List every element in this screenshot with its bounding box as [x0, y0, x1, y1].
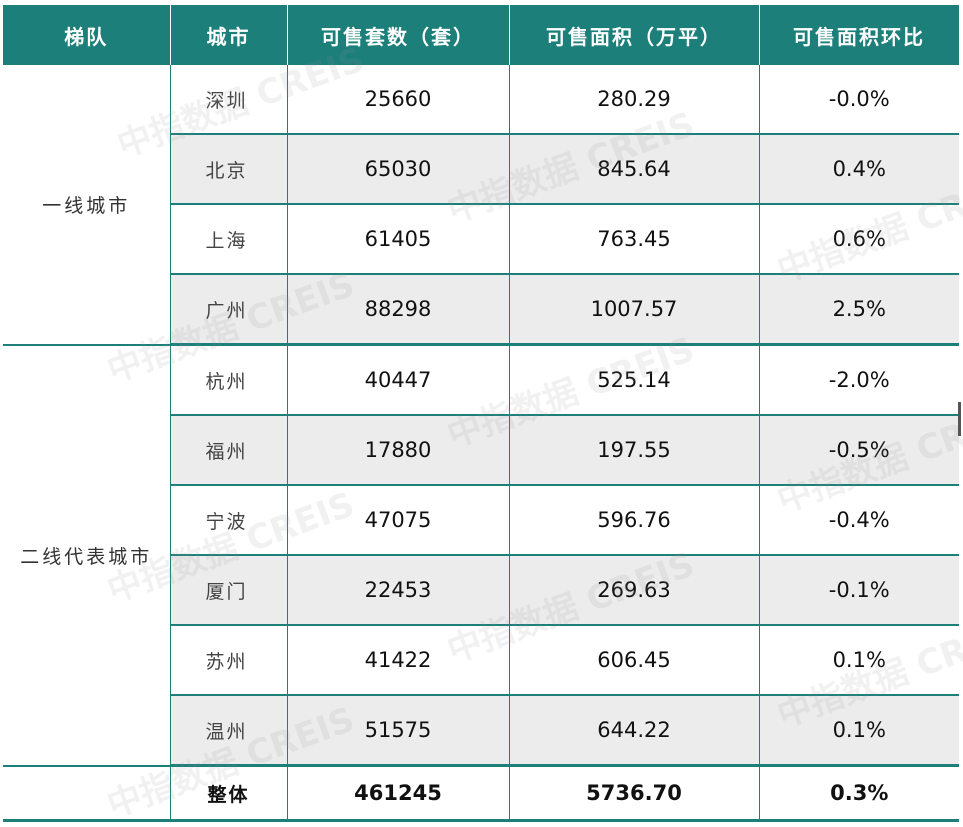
- table-row: 厦门 22453 269.63 -0.1%: [3, 555, 959, 626]
- inventory-table: 梯队 城市 可售套数（套） 可售面积（万平） 可售面积环比 一线城市 深圳 25…: [3, 5, 960, 822]
- total-area: 5736.70: [509, 765, 760, 822]
- area-cell: 644.22: [509, 695, 760, 767]
- area-cell: 596.76: [509, 485, 760, 556]
- units-cell: 22453: [287, 555, 510, 626]
- city-cell: 上海: [170, 204, 288, 275]
- city-cell: 北京: [170, 134, 288, 205]
- area-cell: 280.29: [509, 65, 760, 135]
- units-cell: 41422: [287, 625, 510, 696]
- mom-cell: 0.1%: [759, 625, 959, 696]
- header-mom: 可售面积环比: [758, 5, 960, 65]
- units-cell: 61405: [287, 204, 510, 275]
- mom-cell: 0.4%: [759, 134, 959, 205]
- mom-cell: -2.0%: [759, 344, 959, 416]
- mom-cell: -0.5%: [759, 415, 959, 486]
- city-cell: 苏州: [170, 625, 288, 696]
- area-cell: 606.45: [509, 625, 760, 696]
- total-tier-empty: [3, 765, 171, 822]
- area-cell: 269.63: [509, 555, 760, 626]
- units-cell: 51575: [287, 695, 510, 767]
- mom-cell: -0.4%: [759, 485, 959, 556]
- city-cell: 福州: [170, 415, 288, 486]
- units-cell: 40447: [287, 344, 510, 416]
- units-cell: 88298: [287, 274, 510, 346]
- mom-cell: -0.0%: [759, 65, 959, 135]
- table-row: 上海 61405 763.45 0.6%: [3, 204, 959, 275]
- table-row: 一线城市 深圳 25660 280.29 -0.0%: [3, 65, 959, 346]
- units-cell: 65030: [287, 134, 510, 205]
- header-tier: 梯队: [3, 5, 171, 65]
- table-row: 广州 88298 1007.57 2.5%: [3, 274, 959, 346]
- header-row: 梯队 城市 可售套数（套） 可售面积（万平） 可售面积环比: [3, 5, 960, 65]
- mom-cell: 2.5%: [759, 274, 959, 346]
- total-units: 461245: [287, 765, 510, 822]
- city-cell: 广州: [170, 274, 288, 346]
- city-cell: 深圳: [170, 65, 288, 135]
- area-cell: 1007.57: [509, 274, 760, 346]
- units-cell: 25660: [287, 65, 510, 135]
- area-cell: 197.55: [509, 415, 760, 486]
- units-cell: 17880: [287, 415, 510, 486]
- table-row: 福州 17880 197.55 -0.5%: [3, 415, 959, 486]
- header-units: 可售套数（套）: [286, 5, 510, 65]
- city-cell: 宁波: [170, 485, 288, 556]
- area-cell: 525.14: [509, 344, 760, 416]
- mom-cell: -0.1%: [759, 555, 959, 626]
- city-cell: 杭州: [170, 344, 288, 416]
- header-area: 可售面积（万平）: [508, 5, 760, 65]
- city-cell: 厦门: [170, 555, 288, 626]
- tier-label: 二线代表城市: [3, 344, 171, 767]
- mom-cell: 0.1%: [759, 695, 959, 767]
- mom-cell: 0.6%: [759, 204, 959, 275]
- total-label: 整体: [170, 765, 288, 822]
- table-row: 宁波 47075 596.76 -0.4%: [3, 485, 959, 556]
- header-city: 城市: [169, 5, 288, 65]
- table-row: 北京 65030 845.64 0.4%: [3, 134, 959, 205]
- table-row: 二线代表城市 杭州 40447 525.14 -2.0%: [3, 344, 959, 767]
- total-mom: 0.3%: [759, 765, 959, 822]
- city-cell: 温州: [170, 695, 288, 767]
- area-cell: 763.45: [509, 204, 760, 275]
- table-row: 苏州 41422 606.45 0.1%: [3, 625, 959, 696]
- text-cursor: [958, 402, 961, 436]
- area-cell: 845.64: [509, 134, 760, 205]
- tier-label: 一线城市: [3, 65, 171, 346]
- table-row: 温州 51575 644.22 0.1%: [3, 695, 959, 767]
- units-cell: 47075: [287, 485, 510, 556]
- total-row: 整体 461245 5736.70 0.3%: [3, 765, 959, 822]
